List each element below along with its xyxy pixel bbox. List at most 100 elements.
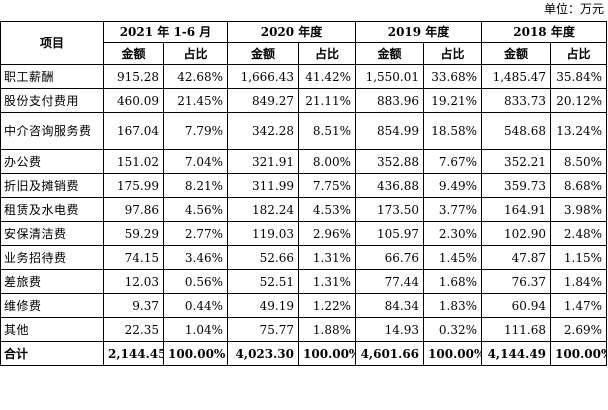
period-header: 2019 年度 [355,21,483,43]
ratio-cell: 1.04% [163,317,228,342]
ratio-cell: 1.31% [297,269,357,294]
ratio-cell: 3.98% [550,197,608,222]
amount-cell: 151.02 [103,149,164,174]
ratio-cell: 13.24% [550,112,608,150]
amount-cell: 77.44 [355,269,425,294]
amount-cell: 59.29 [103,221,164,246]
amount-cell: 60.94 [481,293,552,318]
amount-cell: 119.03 [227,221,299,246]
ratio-cell: 8.68% [550,173,608,198]
period-header-row: 项目 2021 年 1-6 月 2020 年度 2019 年度 2018 年度 [0,21,608,65]
row-label: 安保清洁费 [0,221,104,246]
amount-cell: 359.73 [481,173,552,198]
ratio-cell: 100.00% [423,341,483,366]
amount-cell: 1,666.43 [227,64,299,89]
amount-cell: 849.27 [227,88,299,113]
amount-cell: 164.91 [481,197,552,222]
amount-cell: 105.97 [355,221,425,246]
row-label: 维修费 [0,293,104,318]
table-row: 职工薪酬 915.28 42.68% 1,666.43 41.42% 1,550… [0,64,608,89]
amount-cell: 97.86 [103,197,164,222]
table-row: 维修费 9.37 0.44% 49.19 1.22% 84.34 1.83% 6… [0,293,608,318]
ratio-cell: 3.77% [423,197,483,222]
row-label: 业务招待费 [0,245,104,270]
amount-header: 金额 [481,42,552,65]
amount-header: 金额 [227,42,299,65]
total-row: 合计 2,144.45 100.00% 4,023.30 100.00% 4,6… [0,341,608,366]
amount-cell: 883.96 [355,88,425,113]
ratio-cell: 21.11% [297,88,357,113]
amount-cell: 173.50 [355,197,425,222]
amount-cell: 4,144.49 [481,341,552,366]
row-label: 中介咨询服务费 [0,112,104,150]
amount-cell: 1,485.47 [481,64,552,89]
ratio-cell: 100.00% [550,341,608,366]
amount-cell: 49.19 [227,293,299,318]
table-row: 股份支付费用 460.09 21.45% 849.27 21.11% 883.9… [0,88,608,113]
ratio-cell: 1.45% [423,245,483,270]
ratio-cell: 42.68% [163,64,228,89]
ratio-cell: 7.67% [423,149,483,174]
amount-cell: 12.03 [103,269,164,294]
ratio-cell: 3.46% [163,245,228,270]
amount-cell: 102.90 [481,221,552,246]
amount-header: 金额 [103,42,164,65]
amount-cell: 182.24 [227,197,299,222]
ratio-cell: 41.42% [297,64,357,89]
amount-cell: 352.88 [355,149,425,174]
ratio-cell: 7.75% [297,173,357,198]
ratio-header: 占比 [550,42,608,65]
ratio-cell: 7.04% [163,149,228,174]
ratio-cell: 2.77% [163,221,228,246]
amount-cell: 74.15 [103,245,164,270]
ratio-header: 占比 [297,42,357,65]
table-row: 办公费 151.02 7.04% 321.91 8.00% 352.88 7.6… [0,149,608,174]
amount-cell: 52.51 [227,269,299,294]
table-row: 安保清洁费 59.29 2.77% 119.03 2.96% 105.97 2.… [0,221,608,246]
period-header: 2021 年 1-6 月 [103,21,228,43]
amount-cell: 66.76 [355,245,425,270]
period-header: 2018 年度 [481,21,608,43]
amount-cell: 2,144.45 [103,341,164,366]
table-row: 中介咨询服务费 167.04 7.79% 342.28 8.51% 854.99… [0,112,608,150]
ratio-cell: 1.84% [550,269,608,294]
amount-cell: 175.99 [103,173,164,198]
ratio-cell: 1.22% [297,293,357,318]
subheader-row: 金额 占比 金额 占比 金额 占比 金额 占比 [1,42,608,65]
ratio-cell: 0.44% [163,293,228,318]
ratio-cell: 21.45% [163,88,228,113]
row-label: 租赁及水电费 [0,197,104,222]
amount-cell: 9.37 [103,293,164,318]
table-row: 折旧及摊销费 175.99 8.21% 311.99 7.75% 436.88 … [0,173,608,198]
ratio-cell: 33.68% [423,64,483,89]
amount-cell: 915.28 [103,64,164,89]
amount-cell: 167.04 [103,112,164,150]
ratio-cell: 1.83% [423,293,483,318]
ratio-cell: 18.58% [423,112,483,150]
amount-cell: 84.34 [355,293,425,318]
table-row: 其他 22.35 1.04% 75.77 1.88% 14.93 0.32% 1… [0,317,608,342]
amount-cell: 14.93 [355,317,425,342]
ratio-cell: 1.68% [423,269,483,294]
amount-cell: 76.37 [481,269,552,294]
amount-cell: 854.99 [355,112,425,150]
ratio-header: 占比 [163,42,228,65]
row-label: 职工薪酬 [0,64,104,89]
ratio-cell: 1.15% [550,245,608,270]
ratio-cell: 4.53% [297,197,357,222]
unit-label: 单位：万元 [543,2,604,16]
ratio-cell: 35.84% [550,64,608,89]
amount-cell: 833.73 [481,88,552,113]
amount-cell: 4,601.66 [355,341,425,366]
ratio-cell: 9.49% [423,173,483,198]
amount-cell: 311.99 [227,173,299,198]
amount-cell: 436.88 [355,173,425,198]
ratio-cell: 0.56% [163,269,228,294]
ratio-cell: 2.69% [550,317,608,342]
expense-table: 项目 2021 年 1-6 月 2020 年度 2019 年度 2018 年度 … [0,21,608,366]
table-row: 业务招待费 74.15 3.46% 52.66 1.31% 66.76 1.45… [0,245,608,270]
amount-cell: 4,023.30 [227,341,299,366]
ratio-cell: 100.00% [297,341,357,366]
amount-cell: 1,550.01 [355,64,425,89]
amount-cell: 47.87 [481,245,552,270]
